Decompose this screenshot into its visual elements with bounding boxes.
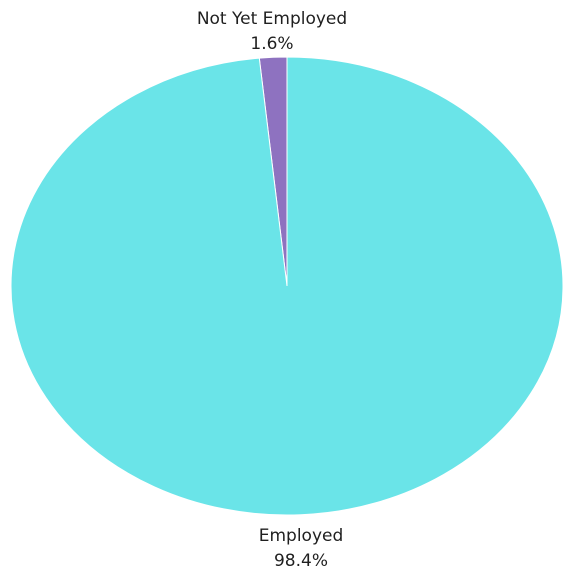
slice-percent-not-yet-employed: 1.6% <box>250 34 293 54</box>
pie-slice-employed <box>10 56 563 516</box>
slice-label-not-yet-employed: Not Yet Employed <box>197 9 347 29</box>
slice-label-employed: Employed <box>259 526 344 546</box>
slice-percent-employed: 98.4% <box>274 551 328 570</box>
pie-slices <box>10 56 563 516</box>
